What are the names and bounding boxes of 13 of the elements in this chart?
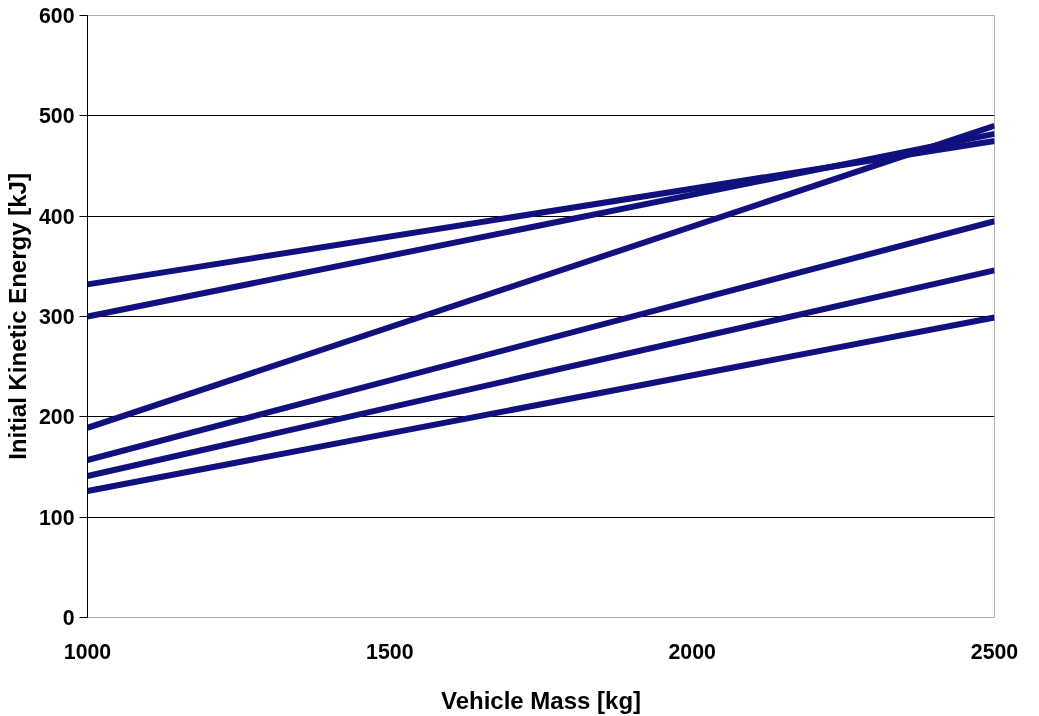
- y-tick-label: 300: [38, 305, 75, 329]
- x-axis-title: Vehicle Mass [kg]: [440, 686, 642, 714]
- y-tick-label: 500: [38, 104, 75, 129]
- y-tick-label: 0: [62, 606, 75, 630]
- x-tick-label: 1000: [63, 639, 112, 664]
- x-tick-label: 1500: [366, 639, 414, 664]
- y-tick-label: 400: [38, 204, 75, 229]
- y-tick-label: 100: [38, 505, 75, 530]
- x-tick-label: 2000: [668, 639, 716, 664]
- y-axis-title: Initial Kinetic Energy [kJ]: [3, 173, 31, 460]
- x-tick-label: 2500: [970, 639, 1019, 664]
- y-tick-label: 600: [38, 4, 75, 28]
- y-tick-label: 200: [38, 405, 75, 430]
